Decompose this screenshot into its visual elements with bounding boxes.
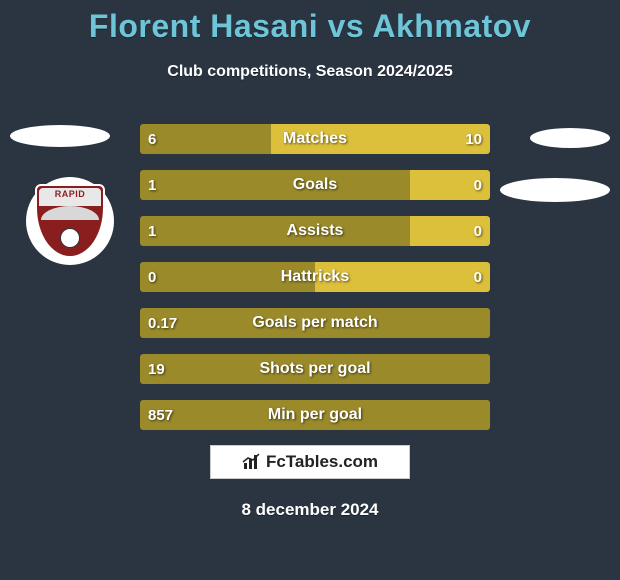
stat-row: Goals1 0 [140, 170, 490, 200]
stat-row: Shots per goal19 [140, 354, 490, 384]
stat-value-right: 10 [457, 124, 490, 154]
subtitle: Club competitions, Season 2024/2025 [0, 63, 620, 81]
stat-value-left: 1 [140, 216, 164, 246]
stat-value-left: 19 [140, 354, 173, 384]
stat-label: Min per goal [140, 400, 490, 430]
stat-value-right: 0 [466, 216, 490, 246]
stat-label: Hattricks [140, 262, 490, 292]
stat-value-left: 0.17 [140, 308, 185, 338]
comparison-chart: Matches610Goals10Assists10Hattricks00Goa… [140, 124, 490, 446]
stat-value-left: 0 [140, 262, 164, 292]
stat-row: Hattricks0 0 [140, 262, 490, 292]
stat-row: Assists1 0 [140, 216, 490, 246]
watermark-text: FcTables.com [266, 452, 378, 472]
stat-value-left: 6 [140, 124, 164, 154]
player2-club-placeholder [500, 178, 610, 202]
player2-photo-placeholder [530, 128, 610, 148]
stat-label: Goals [140, 170, 490, 200]
stat-value-left: 857 [140, 400, 181, 430]
crest-label: RAPID [37, 189, 103, 199]
stat-row: Matches6 10 [140, 124, 490, 154]
player1-photo-placeholder [10, 125, 110, 147]
stat-label: Goals per match [140, 308, 490, 338]
stat-value-left: 1 [140, 170, 164, 200]
stat-label: Matches [140, 124, 490, 154]
bar-chart-icon [242, 453, 262, 471]
stat-label: Assists [140, 216, 490, 246]
stat-value-right: 0 [466, 262, 490, 292]
date-text: 8 december 2024 [0, 500, 620, 520]
stat-row: Min per goal857 [140, 400, 490, 430]
page-title: Florent Hasani vs Akhmatov [0, 0, 620, 45]
stat-row: Goals per match0.17 [140, 308, 490, 338]
player1-club-crest: RAPID [26, 177, 114, 265]
watermark: FcTables.com [210, 445, 410, 479]
stat-label: Shots per goal [140, 354, 490, 384]
stat-value-right: 0 [466, 170, 490, 200]
